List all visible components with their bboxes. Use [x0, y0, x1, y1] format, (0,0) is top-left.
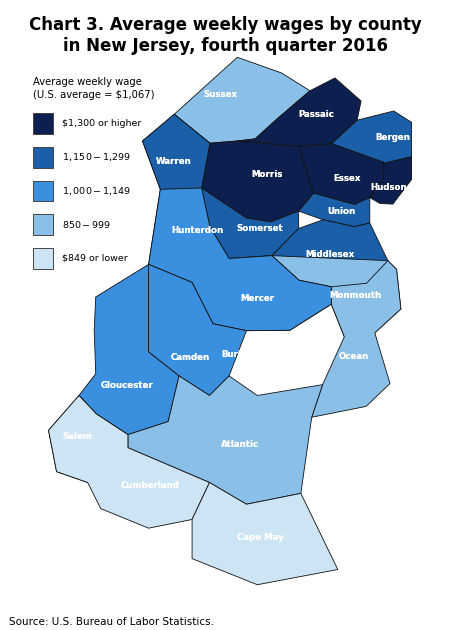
Text: Cumberland: Cumberland	[121, 481, 179, 490]
Polygon shape	[299, 193, 370, 227]
Text: Hunterdon: Hunterdon	[171, 226, 223, 235]
Text: $1,000 - $1,149: $1,000 - $1,149	[62, 185, 131, 197]
Text: Source: U.S. Bureau of Labor Statistics.: Source: U.S. Bureau of Labor Statistics.	[9, 617, 214, 627]
Text: Somerset: Somerset	[237, 224, 283, 233]
Polygon shape	[192, 256, 331, 331]
Polygon shape	[202, 188, 299, 258]
Text: Middlesex: Middlesex	[305, 250, 354, 259]
Text: Burlington: Burlington	[221, 350, 273, 359]
Text: Essex: Essex	[333, 174, 361, 183]
FancyBboxPatch shape	[32, 113, 53, 134]
Text: Salem: Salem	[62, 432, 92, 440]
Text: Somerset: Somerset	[237, 224, 283, 233]
Text: $1,300 or higher: $1,300 or higher	[62, 119, 141, 128]
Text: Mercer: Mercer	[241, 294, 275, 303]
Text: Ocean: Ocean	[338, 352, 368, 361]
Polygon shape	[370, 157, 412, 204]
Text: Union: Union	[327, 207, 355, 216]
Text: $849 or lower: $849 or lower	[62, 254, 128, 263]
Text: Hudson: Hudson	[370, 183, 407, 192]
Text: Cumberland: Cumberland	[121, 481, 179, 490]
Polygon shape	[79, 265, 179, 435]
Polygon shape	[272, 256, 401, 337]
Text: Camden: Camden	[171, 353, 210, 362]
Text: Cape May: Cape May	[237, 533, 283, 542]
Text: Hunterdon: Hunterdon	[171, 226, 223, 235]
Text: Passaic: Passaic	[299, 110, 335, 119]
Text: $1,150 - $1,299: $1,150 - $1,299	[62, 151, 131, 163]
Text: Monmouth: Monmouth	[330, 292, 382, 301]
Text: Bergen: Bergen	[375, 132, 410, 142]
Polygon shape	[272, 220, 388, 287]
Text: Atlantic: Atlantic	[221, 440, 259, 449]
Polygon shape	[128, 376, 322, 504]
Text: Bergen: Bergen	[375, 132, 410, 142]
Polygon shape	[237, 78, 361, 146]
Text: Cape May: Cape May	[237, 533, 283, 542]
Text: Burlington: Burlington	[221, 350, 273, 359]
Polygon shape	[148, 188, 331, 331]
Polygon shape	[202, 141, 313, 222]
Polygon shape	[312, 261, 401, 417]
Polygon shape	[49, 396, 128, 483]
FancyBboxPatch shape	[32, 214, 53, 235]
Text: Passaic: Passaic	[299, 110, 335, 119]
Text: Essex: Essex	[333, 174, 361, 183]
FancyBboxPatch shape	[32, 181, 53, 201]
Polygon shape	[143, 114, 229, 282]
Polygon shape	[49, 396, 209, 528]
Text: Morris: Morris	[251, 169, 282, 178]
Text: Warren: Warren	[156, 156, 192, 166]
Text: Average weekly wage
(U.S. average = $1,067): Average weekly wage (U.S. average = $1,0…	[32, 77, 154, 100]
Text: Ocean: Ocean	[338, 352, 368, 361]
Text: Gloucester: Gloucester	[101, 381, 154, 389]
Text: Atlantic: Atlantic	[221, 440, 259, 449]
FancyBboxPatch shape	[32, 248, 53, 269]
Text: Union: Union	[327, 207, 355, 216]
Text: Chart 3. Average weekly wages by county
in New Jersey, fourth quarter 2016: Chart 3. Average weekly wages by county …	[29, 16, 422, 55]
Polygon shape	[174, 57, 310, 143]
Text: Sussex: Sussex	[204, 90, 238, 99]
FancyBboxPatch shape	[32, 147, 53, 168]
Polygon shape	[143, 114, 210, 189]
Text: $850 - $999: $850 - $999	[62, 219, 111, 230]
Text: Sussex: Sussex	[204, 90, 238, 99]
Text: Middlesex: Middlesex	[305, 250, 354, 259]
Text: Salem: Salem	[62, 432, 92, 440]
Text: Morris: Morris	[251, 169, 282, 178]
Polygon shape	[299, 144, 384, 205]
Text: Hudson: Hudson	[370, 183, 407, 192]
Polygon shape	[332, 111, 412, 164]
Text: Warren: Warren	[156, 156, 192, 166]
Text: Mercer: Mercer	[241, 294, 275, 303]
Text: Gloucester: Gloucester	[101, 381, 154, 389]
Polygon shape	[148, 265, 246, 396]
Polygon shape	[192, 483, 338, 585]
Text: Monmouth: Monmouth	[330, 292, 382, 301]
Text: Camden: Camden	[171, 353, 210, 362]
